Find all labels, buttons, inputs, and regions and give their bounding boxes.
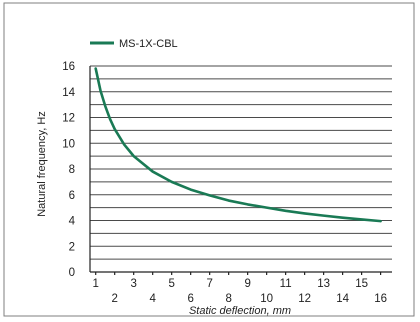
- y-tick-label: 4: [69, 216, 76, 228]
- series-line-ms-1x-cbl: [94, 67, 382, 223]
- series-lines: [94, 67, 382, 223]
- x-tick-label: 8: [225, 293, 231, 305]
- chart-frame: [3, 2, 415, 317]
- x-tick-label: 6: [187, 293, 193, 305]
- grid-lines: [90, 65, 392, 260]
- legend: MS-1X-CBL: [90, 38, 178, 50]
- y-tick-label: 2: [69, 241, 75, 253]
- y-tick-label: 14: [62, 87, 75, 99]
- x-tick-label: 10: [260, 293, 273, 305]
- y-tick-label: 16: [62, 61, 75, 73]
- x-tick-label: 14: [336, 293, 349, 305]
- y-tick-label: 12: [62, 113, 75, 125]
- y-tick-labels: 0 2 4 6 8 10 12 14 16: [62, 61, 75, 279]
- x-tick-label: 13: [317, 278, 330, 290]
- x-tick-label: 12: [298, 293, 311, 305]
- x-tick-label: 2: [111, 293, 117, 305]
- x-axis-title: Static deflection, mm: [189, 305, 291, 317]
- x-tick-label: 11: [280, 278, 292, 290]
- x-tick-label: 3: [130, 278, 136, 290]
- y-tick-label: 10: [62, 138, 75, 150]
- y-tick-label: 0: [69, 267, 75, 279]
- x-tick-label: 5: [168, 278, 174, 290]
- y-tick-label: 8: [69, 164, 75, 176]
- legend-label-ms-1x-cbl: MS-1X-CBL: [119, 38, 178, 50]
- y-tick-label: 6: [69, 190, 75, 202]
- x-tick-label: 4: [149, 293, 156, 305]
- x-tick-label: 9: [244, 278, 250, 290]
- x-tick-label: 1: [92, 278, 98, 290]
- y-axis-title: Natural frequency, Hz: [36, 111, 48, 217]
- x-tick-label: 7: [206, 278, 212, 290]
- x-tick-label: 15: [355, 278, 368, 290]
- x-tick-label: 16: [374, 293, 387, 305]
- x-tick-labels: 1 3 5 7 9 11 13 152 4 6 8 10 12 14 16: [92, 272, 387, 305]
- axes: [89, 66, 392, 273]
